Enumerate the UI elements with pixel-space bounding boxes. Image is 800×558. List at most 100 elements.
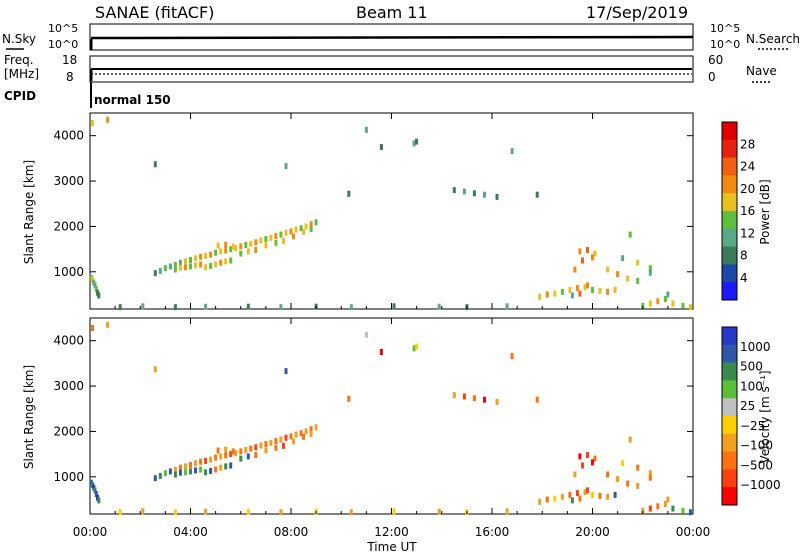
power-echo-point (224, 258, 228, 265)
velocity-colorbar-frame (721, 326, 738, 506)
power-echo-point (294, 226, 298, 233)
power-echo-point (279, 231, 283, 238)
velocity-echo-point (538, 498, 542, 505)
velocity-colorbar-tick: −1000 (740, 478, 781, 492)
velocity-echo-point (415, 343, 419, 350)
power-marks (89, 116, 692, 311)
power-colorbar-swatch (722, 228, 737, 248)
velocity-echo-point (141, 508, 145, 515)
velocity-echo-point (570, 497, 574, 504)
power-echo-point (606, 288, 610, 295)
velocity-echo-point (472, 395, 476, 402)
power-echo-point (239, 250, 243, 257)
power-colorbar-tick: 8 (740, 249, 748, 263)
velocity-echo-point (578, 495, 582, 502)
velocity-echo-point (209, 456, 213, 463)
power-echo-point (666, 291, 670, 298)
power-echo-point (158, 267, 162, 274)
power-echo-point (505, 303, 509, 310)
power-echo-point (636, 259, 640, 266)
power-echo-point (616, 271, 620, 278)
velocity-echo-point (412, 345, 416, 352)
cpid-value: normal 150 (94, 93, 171, 107)
power-echo-point (209, 251, 213, 258)
power-echo-point (560, 288, 564, 295)
velocity-echo-point (606, 471, 610, 478)
power-echo-point (269, 234, 273, 241)
velocity-echo-point (219, 464, 223, 471)
power-echo-point (689, 304, 692, 311)
time-tick-label: 00:00 (676, 525, 711, 539)
power-echo-point (314, 219, 318, 226)
power-echo-point (168, 263, 172, 270)
freq-label-2: [MHz] (4, 67, 39, 81)
power-echo-point (194, 255, 197, 262)
velocity-echo-point (173, 467, 177, 473)
power-echo-point (621, 255, 625, 262)
velocity-echo-point (173, 471, 177, 478)
power-panel (89, 112, 694, 310)
power-echo-point (648, 269, 652, 276)
power-echo-point (264, 236, 268, 243)
power-echo-point (570, 292, 574, 299)
power-echo-point (229, 246, 233, 253)
velocity-colorbar: 1000 500 100 25 −25 −100 −500 −1000 (721, 326, 781, 506)
velocity-echo-point (299, 430, 303, 437)
velocity-colorbar-tick: −100 (740, 439, 773, 453)
power-echo-point (178, 264, 182, 271)
power-echo-point (224, 247, 228, 254)
power-echo-point (173, 304, 177, 311)
power-ytick-label: 2000 (53, 219, 84, 233)
noise-right-tick-bottom: 10^0 (710, 38, 740, 51)
velocity-echo-point (553, 495, 557, 502)
velocity-echo-point (274, 438, 278, 444)
power-colorbar-swatch (722, 211, 737, 230)
velocity-echo-point (239, 455, 243, 462)
power-echo-point (586, 247, 589, 253)
velocity-echo-point (264, 441, 268, 448)
power-colorbar-swatch (722, 157, 737, 176)
power-echo-point (583, 284, 587, 291)
power-echo-point (204, 303, 208, 310)
power-echo-point (274, 233, 278, 239)
power-echo-point (648, 300, 652, 307)
velocity-echo-point (214, 466, 218, 473)
power-echo-point (178, 259, 182, 266)
velocity-echo-point (689, 509, 692, 516)
noise-left-tick-top: 10^5 (48, 22, 78, 35)
power-colorbar: 4 8 12 16 20 24 28 (721, 121, 755, 301)
power-echo-point (184, 264, 187, 271)
power-echo-point (234, 245, 238, 252)
power-echo-point (495, 193, 499, 200)
velocity-echo-point (641, 507, 645, 514)
power-echo-point (538, 293, 542, 300)
date-label: 17/Sep/2019 (586, 3, 688, 22)
velocity-echo-point (91, 325, 94, 331)
velocity-echo-point (586, 487, 589, 494)
velocity-echo-point (224, 452, 228, 459)
velocity-echo-point (184, 469, 187, 476)
nsearch-label: N.Search (746, 32, 800, 46)
velocity-echo-point (626, 480, 630, 487)
power-echo-point (249, 240, 253, 247)
power-echo-point (231, 243, 235, 250)
time-tick-label: 08:00 (274, 525, 309, 539)
power-colorbar-swatch (722, 122, 737, 141)
velocity-echo-point (598, 492, 602, 499)
power-echo-point (379, 144, 383, 150)
velocity-ylabel: Slant Range [km] (22, 365, 36, 469)
velocity-echo-point (231, 448, 235, 455)
velocity-colorbar-swatch (722, 451, 737, 470)
power-colorbar-frame (721, 121, 738, 301)
velocity-echo-point (621, 460, 625, 467)
nave-label: Nave (746, 64, 777, 78)
velocity-echo-point (204, 457, 208, 464)
velocity-echo-point (249, 445, 253, 452)
velocity-colorbar-swatch (722, 327, 737, 346)
velocity-echo-point (264, 447, 268, 454)
power-echo-point (189, 257, 192, 263)
velocity-echo-point (663, 501, 667, 507)
velocity-echo-point (97, 497, 101, 504)
velocity-echo-point (309, 426, 313, 433)
beam-label: Beam 11 (356, 3, 428, 22)
